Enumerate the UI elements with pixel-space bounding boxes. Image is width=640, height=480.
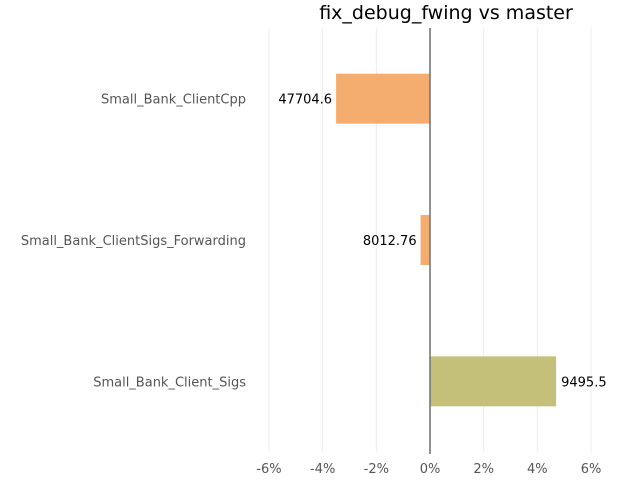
x-tick-label-2: -2%	[364, 462, 389, 477]
data-label-0: 47704.6	[278, 93, 332, 108]
category-label-2: Small_Bank_Client_Sigs	[93, 375, 246, 390]
x-tick-label-5: 4%	[527, 462, 548, 477]
bar-0	[336, 73, 430, 124]
category-labels: Small_Bank_ClientCpp Small_Bank_ClientSig…	[21, 93, 246, 391]
x-tick-label-1: -4%	[310, 462, 335, 477]
bars	[336, 73, 557, 407]
x-tick-label-4: 2%	[473, 462, 494, 477]
chart-title: fix_debug_fwing vs master	[319, 2, 573, 24]
x-tick-label-3: 0%	[420, 462, 441, 477]
data-label-2: 9495.5	[561, 375, 607, 390]
data-labels: 47704.6 8012.76 9495.5	[278, 93, 606, 391]
category-label-1: Small_Bank_ClientSigs_Forwarding	[21, 234, 246, 249]
x-tick-label-0: -6%	[256, 462, 281, 477]
bar-2	[430, 356, 557, 407]
x-tick-label-6: 6%	[581, 462, 602, 477]
bar-1	[420, 215, 430, 265]
category-label-0: Small_Bank_ClientCpp	[101, 93, 246, 108]
x-tick-labels: -6% -4% -2% 0% 2% 4% 6%	[256, 462, 601, 477]
data-label-1: 8012.76	[363, 234, 417, 249]
